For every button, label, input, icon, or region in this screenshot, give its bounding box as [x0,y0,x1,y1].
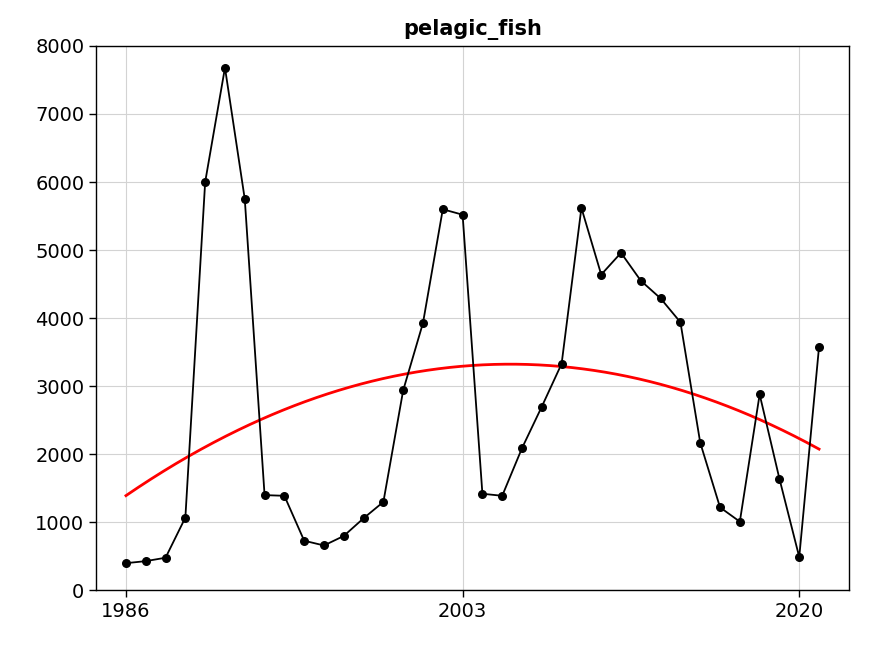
Point [456,209,470,220]
Point [218,62,232,73]
Point [495,491,509,501]
Point [317,541,331,551]
Point [376,497,390,507]
Point [752,389,766,400]
Point [773,474,787,484]
Point [634,276,648,286]
Point [515,443,529,453]
Point [812,342,826,352]
Point [713,502,727,512]
Point [357,513,371,523]
Point [396,385,410,396]
Point [733,516,747,527]
Point [178,512,192,523]
Point [158,552,172,563]
Point [119,558,133,568]
Point [238,194,252,204]
Point [693,438,707,448]
Title: pelagic_fish: pelagic_fish [403,19,542,40]
Point [475,489,489,499]
Point [654,293,668,304]
Point [277,491,291,501]
Point [674,317,688,327]
Point [257,490,271,501]
Point [614,247,628,258]
Point [198,176,212,188]
Point [555,359,569,369]
Point [594,270,608,280]
Point [436,204,450,215]
Point [139,556,153,566]
Point [792,552,806,562]
Point [535,401,549,412]
Point [298,535,311,546]
Point [416,318,430,328]
Point [337,531,351,541]
Point [574,203,588,213]
